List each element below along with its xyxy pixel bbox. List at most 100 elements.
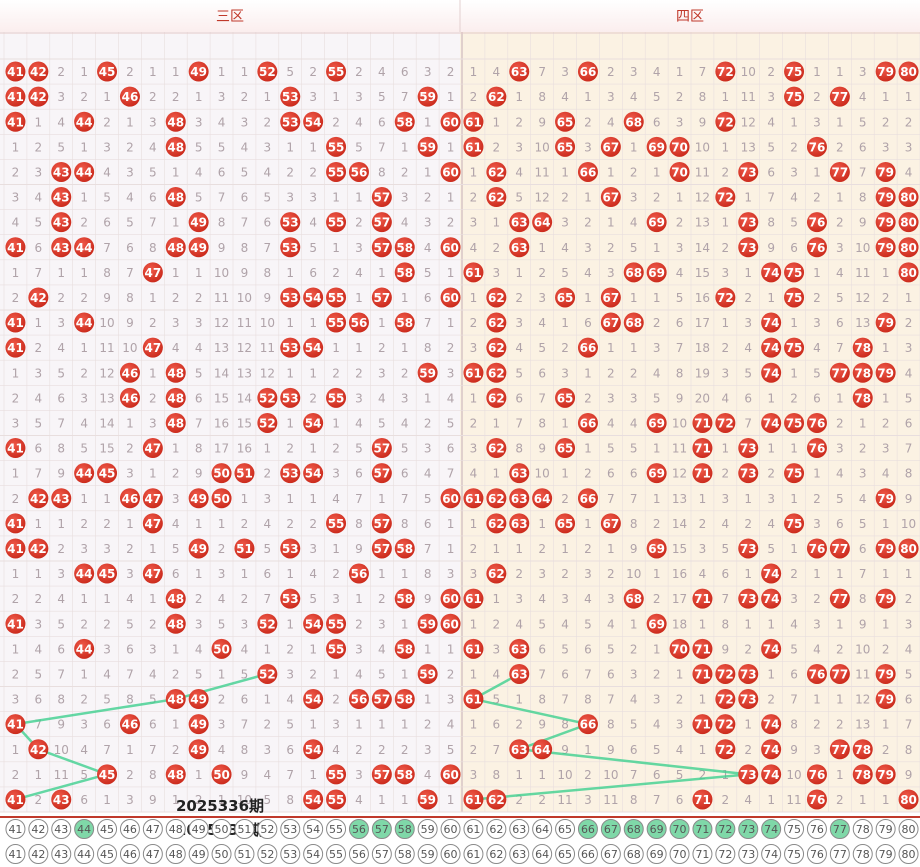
missing-cell: 10: [786, 768, 801, 782]
svg-text:65: 65: [557, 115, 574, 129]
missing-cell: 1: [309, 366, 317, 380]
missing-cell: 6: [493, 718, 501, 732]
footer-number-54: 54: [306, 848, 320, 861]
missing-cell: 15: [214, 391, 229, 405]
missing-cell: 1: [378, 492, 386, 506]
missing-cell: 1: [447, 642, 455, 656]
missing-cell: 8: [561, 718, 569, 732]
ball-48: 48: [165, 187, 186, 208]
svg-text:49: 49: [190, 542, 207, 556]
missing-cell: 3: [424, 65, 432, 79]
footer-circle-67: [600, 844, 621, 864]
ball-77: 77: [829, 588, 850, 609]
missing-cell: 4: [630, 216, 638, 230]
missing-cell: 6: [538, 642, 546, 656]
missing-cell: 6: [676, 793, 684, 807]
missing-cell: 4: [80, 416, 88, 430]
missing-cell: 1: [882, 567, 890, 581]
missing-cell: 7: [744, 416, 752, 430]
svg-text:62: 62: [488, 90, 505, 104]
missing-cell: 6: [401, 467, 409, 481]
missing-cell: 3: [218, 718, 226, 732]
missing-cell: 3: [538, 567, 546, 581]
missing-cell: 1: [836, 65, 844, 79]
missing-cell: 1: [813, 266, 821, 280]
missing-cell: 8: [401, 517, 409, 531]
ball-41: 41: [5, 438, 26, 459]
missing-cell: 1: [172, 165, 180, 179]
missing-cell: 10: [214, 266, 229, 280]
missing-cell: 2: [355, 216, 363, 230]
svg-text:54: 54: [305, 341, 322, 355]
missing-cell: 10: [535, 467, 550, 481]
svg-text:61: 61: [465, 793, 482, 807]
missing-cell: 1: [424, 391, 432, 405]
ball-58: 58: [394, 538, 415, 559]
missing-cell: 4: [57, 592, 65, 606]
missing-cell: 2: [332, 567, 340, 581]
missing-cell: 2: [722, 165, 730, 179]
missing-cell: 5: [401, 442, 409, 456]
ball-68: 68: [623, 262, 644, 283]
missing-cell: 5: [813, 366, 821, 380]
footer-number-57: 57: [375, 848, 389, 861]
missing-cell: 1: [676, 667, 684, 681]
svg-text:70: 70: [671, 642, 688, 656]
missing-cell: 8: [493, 768, 501, 782]
missing-cell: 2: [424, 718, 432, 732]
ball-44: 44: [74, 312, 95, 333]
missing-cell: 3: [126, 467, 134, 481]
missing-cell: 1: [80, 191, 88, 205]
svg-text:65: 65: [557, 442, 574, 456]
ball-79: 79: [875, 689, 896, 710]
missing-cell: 2: [80, 517, 88, 531]
footer-circle-72: [715, 819, 736, 839]
footer-number-50: 50: [215, 823, 229, 836]
missing-cell: 3: [470, 768, 478, 782]
missing-cell: 1: [424, 693, 432, 707]
svg-text:57: 57: [373, 542, 390, 556]
ball-55: 55: [326, 387, 347, 408]
ball-76: 76: [806, 212, 827, 233]
missing-cell: 5: [149, 165, 157, 179]
missing-cell: 5: [561, 642, 569, 656]
ball-50: 50: [211, 638, 232, 659]
missing-cell: 1: [676, 191, 684, 205]
ball-79: 79: [875, 237, 896, 258]
footer-number-54: 54: [306, 823, 320, 836]
svg-text:46: 46: [122, 492, 139, 506]
missing-cell: 4: [790, 617, 798, 631]
missing-cell: 4: [355, 416, 363, 430]
missing-cell: 6: [149, 191, 157, 205]
ball-67: 67: [600, 187, 621, 208]
footer-number-50: 50: [215, 848, 229, 861]
svg-text:44: 44: [76, 241, 93, 255]
missing-cell: 2: [264, 467, 272, 481]
ball-74: 74: [761, 638, 782, 659]
svg-text:41: 41: [7, 793, 24, 807]
missing-cell: 7: [424, 542, 432, 556]
missing-cell: 2: [722, 241, 730, 255]
ball-43: 43: [51, 187, 72, 208]
ball-67: 67: [600, 136, 621, 157]
missing-cell: 4: [744, 341, 752, 355]
missing-cell: 6: [905, 416, 913, 430]
svg-text:67: 67: [602, 291, 619, 305]
missing-cell: 2: [126, 768, 134, 782]
svg-text:48: 48: [167, 241, 184, 255]
ball-53: 53: [280, 212, 301, 233]
svg-text:58: 58: [396, 115, 413, 129]
missing-cell: 6: [126, 642, 134, 656]
ball-54: 54: [303, 337, 324, 358]
missing-cell: 2: [584, 467, 592, 481]
missing-cell: 7: [149, 216, 157, 230]
missing-cell: 13: [741, 140, 756, 154]
ball-53: 53: [280, 337, 301, 358]
missing-cell: 6: [676, 316, 684, 330]
svg-text:63: 63: [511, 743, 528, 757]
missing-cell: 3: [813, 617, 821, 631]
ball-74: 74: [761, 337, 782, 358]
svg-text:57: 57: [373, 241, 390, 255]
svg-text:66: 66: [580, 65, 597, 79]
missing-cell: 2: [80, 693, 88, 707]
